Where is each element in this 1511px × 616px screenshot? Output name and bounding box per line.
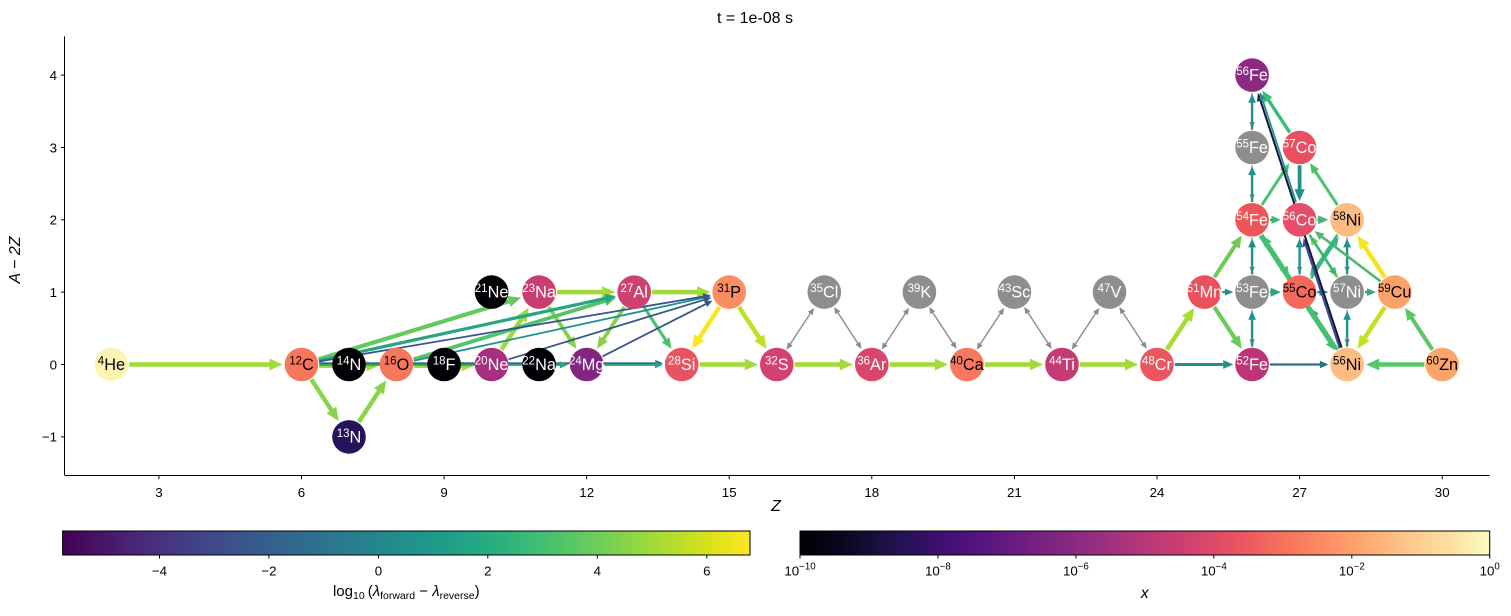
svg-text:14N: 14N <box>337 356 362 375</box>
svg-text:57Ni: 57Ni <box>1333 283 1361 302</box>
svg-text:−4: −4 <box>152 564 167 579</box>
svg-text:58Ni: 58Ni <box>1333 211 1361 230</box>
svg-text:53Fe: 53Fe <box>1236 283 1268 302</box>
svg-text:24Mg: 24Mg <box>569 356 604 375</box>
svg-text:55Co: 55Co <box>1283 283 1317 302</box>
svg-text:24: 24 <box>1150 485 1165 500</box>
svg-text:23Na: 23Na <box>522 283 557 302</box>
svg-text:3: 3 <box>50 140 57 155</box>
svg-text:18: 18 <box>864 485 879 500</box>
svg-text:27: 27 <box>1292 485 1307 500</box>
svg-text:55Fe: 55Fe <box>1236 139 1268 158</box>
svg-text:28Si: 28Si <box>668 356 695 375</box>
svg-text:0: 0 <box>50 357 57 372</box>
svg-text:56Fe: 56Fe <box>1236 66 1268 85</box>
svg-text:12: 12 <box>579 485 594 500</box>
svg-text:Z: Z <box>770 498 782 515</box>
svg-text:20Ne: 20Ne <box>475 356 509 375</box>
svg-text:2: 2 <box>484 564 491 579</box>
svg-text:6: 6 <box>298 485 305 500</box>
svg-text:56Ni: 56Ni <box>1333 356 1361 375</box>
svg-text:57Co: 57Co <box>1283 139 1317 158</box>
svg-text:x: x <box>1140 585 1150 602</box>
svg-text:31P: 31P <box>717 283 741 302</box>
svg-text:32S: 32S <box>765 356 789 375</box>
svg-text:A − 2Z: A − 2Z <box>7 235 24 284</box>
svg-text:12C: 12C <box>289 356 314 375</box>
svg-text:60Zn: 60Zn <box>1426 356 1458 375</box>
svg-text:6: 6 <box>703 564 710 579</box>
svg-text:9: 9 <box>440 485 447 500</box>
svg-text:t = 1e-08 s: t = 1e-08 s <box>717 10 793 27</box>
svg-text:59Cu: 59Cu <box>1378 283 1412 302</box>
svg-text:3: 3 <box>155 485 162 500</box>
svg-text:54Fe: 54Fe <box>1236 211 1268 230</box>
svg-text:43Sc: 43Sc <box>998 283 1030 302</box>
svg-text:16O: 16O <box>384 356 409 375</box>
svg-text:15: 15 <box>722 485 737 500</box>
svg-text:21Ne: 21Ne <box>475 283 509 302</box>
svg-text:4: 4 <box>50 68 57 83</box>
svg-text:52Fe: 52Fe <box>1236 356 1268 375</box>
svg-text:−2: −2 <box>261 564 276 579</box>
svg-text:4He: 4He <box>98 356 125 375</box>
svg-text:21: 21 <box>1007 485 1022 500</box>
svg-text:2: 2 <box>50 213 57 228</box>
svg-text:0: 0 <box>375 564 382 579</box>
svg-text:47V: 47V <box>1098 283 1122 302</box>
svg-text:40Ca: 40Ca <box>950 356 985 375</box>
svg-text:27Al: 27Al <box>621 283 648 302</box>
svg-text:35Cl: 35Cl <box>810 283 838 302</box>
svg-text:18F: 18F <box>433 356 456 375</box>
svg-text:30: 30 <box>1435 485 1450 500</box>
svg-text:13N: 13N <box>337 428 362 447</box>
svg-text:39K: 39K <box>908 283 932 302</box>
svg-text:4: 4 <box>594 564 601 579</box>
svg-text:−1: −1 <box>42 430 57 445</box>
svg-text:22Na: 22Na <box>522 356 557 375</box>
svg-text:48Cr: 48Cr <box>1142 356 1173 375</box>
svg-text:1: 1 <box>50 285 57 300</box>
svg-text:44Ti: 44Ti <box>1049 356 1075 375</box>
svg-text:36Ar: 36Ar <box>857 356 887 375</box>
svg-text:51Mn: 51Mn <box>1187 283 1222 302</box>
svg-text:56Co: 56Co <box>1283 211 1317 230</box>
